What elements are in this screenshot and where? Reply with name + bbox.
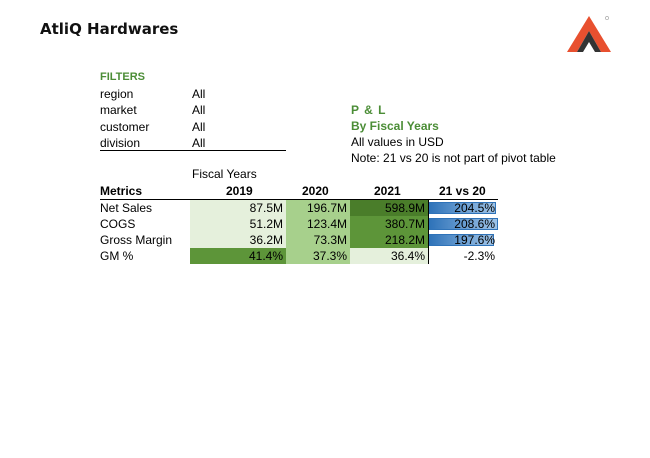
col-header-2019: 2019 [226, 184, 253, 198]
databar [429, 218, 498, 230]
cell-21-vs-20[interactable]: 208.6% [429, 216, 498, 232]
table-row[interactable]: Net Sales 87.5M 196.7M 598.9M 204.5% [100, 200, 498, 216]
metric-label: GM % [100, 249, 134, 263]
cell-2021[interactable]: 598.9M [350, 200, 428, 216]
metric-label: Net Sales [100, 201, 153, 215]
filters-heading: FILTERS [100, 71, 146, 83]
report-title: P & L [351, 103, 387, 117]
databar [429, 234, 494, 246]
col-header-2020: 2020 [302, 184, 329, 198]
change-value: 197.6% [454, 233, 495, 247]
fiscal-years-header: Fiscal Years [192, 167, 257, 181]
cell-2021[interactable]: 380.7M [350, 216, 428, 232]
filter-label: market [100, 103, 137, 117]
change-value: -2.3% [463, 249, 495, 263]
units-note: All values in USD [351, 135, 444, 149]
cell-2019[interactable]: 87.5M [190, 200, 286, 216]
col-header-metrics: Metrics [100, 184, 143, 198]
filter-value[interactable]: All [192, 103, 206, 117]
cell-2021[interactable]: 36.4% [350, 248, 428, 264]
cell-21-vs-20[interactable]: 204.5% [429, 200, 498, 216]
filter-label: region [100, 87, 134, 101]
filter-value[interactable]: All [192, 87, 206, 101]
col-header-21-vs-20: 21 vs 20 [439, 184, 486, 198]
metric-label: Gross Margin [100, 233, 173, 247]
table-row[interactable]: Gross Margin 36.2M 73.3M 218.2M 197.6% [100, 232, 498, 248]
filter-label: division [100, 136, 141, 150]
app-title: AtliQ Hardwares [40, 20, 179, 38]
table-row[interactable]: GM % 41.4% 37.3% 36.4% -2.3% [100, 248, 498, 264]
filter-value[interactable]: All [192, 120, 206, 134]
cell-21-vs-20[interactable]: -2.3% [429, 248, 498, 264]
databar [429, 202, 497, 214]
pivot-note: Note: 21 vs 20 is not part of pivot tabl… [351, 151, 556, 165]
cell-2021[interactable]: 218.2M [350, 232, 428, 248]
col-header-2021: 2021 [374, 184, 401, 198]
change-value: 204.5% [454, 201, 495, 215]
cell-2020[interactable]: 196.7M [286, 200, 350, 216]
cell-2020[interactable]: 73.3M [286, 232, 350, 248]
filters-divider [100, 150, 286, 151]
cell-2019[interactable]: 41.4% [190, 248, 286, 264]
cell-21-vs-20[interactable]: 197.6% [429, 232, 498, 248]
header-divider [100, 199, 498, 200]
atliq-logo-icon [567, 16, 611, 52]
filter-value[interactable]: All [192, 136, 206, 150]
report-subtitle: By Fiscal Years [351, 119, 439, 133]
cell-2020[interactable]: 37.3% [286, 248, 350, 264]
cell-2019[interactable]: 36.2M [190, 232, 286, 248]
table-row[interactable]: COGS 51.2M 123.4M 380.7M 208.6% [100, 216, 498, 232]
filter-label: customer [100, 120, 150, 134]
cell-2019[interactable]: 51.2M [190, 216, 286, 232]
cell-2020[interactable]: 123.4M [286, 216, 350, 232]
column-divider [428, 200, 429, 264]
metric-label: COGS [100, 217, 136, 231]
change-value: 208.6% [454, 217, 495, 231]
